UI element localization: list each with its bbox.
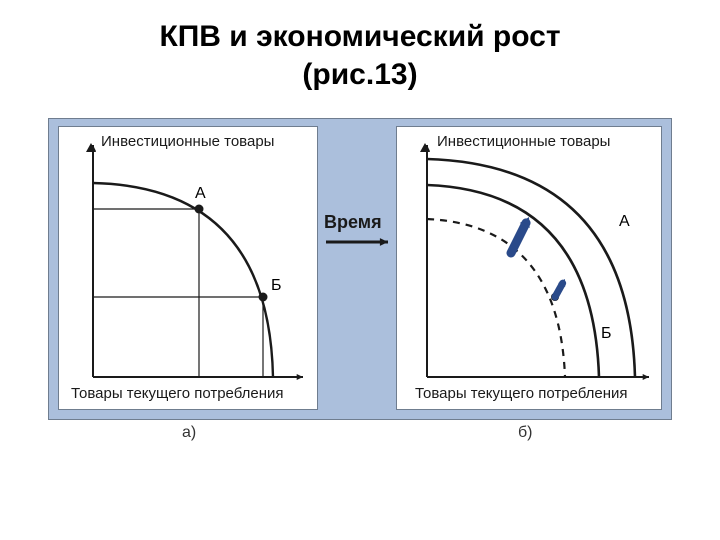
caption-b: б) — [518, 424, 533, 442]
title-line-1: КПВ и экономический рост — [159, 20, 560, 53]
panel-b: Инвестиционные товары Товары текущего по… — [396, 126, 662, 410]
panel-b-curve-b-label: Б — [601, 325, 612, 343]
panel-b-svg — [397, 127, 663, 411]
title-line-2: (рис.13) — [302, 58, 417, 91]
slide: КПВ и экономический рост (рис.13) Инвест… — [0, 0, 720, 540]
diagram-area: Инвестиционные товары Товары текущего по… — [48, 118, 672, 448]
panel-b-y-axis-label: Инвестиционные товары — [437, 133, 610, 150]
panel-b-curve-a-label: А — [619, 213, 630, 231]
caption-a: а) — [182, 424, 196, 442]
panel-b-x-axis-label: Товары текущего потребления — [415, 385, 628, 402]
slide-title: КПВ и экономический рост (рис.13) — [0, 0, 720, 93]
